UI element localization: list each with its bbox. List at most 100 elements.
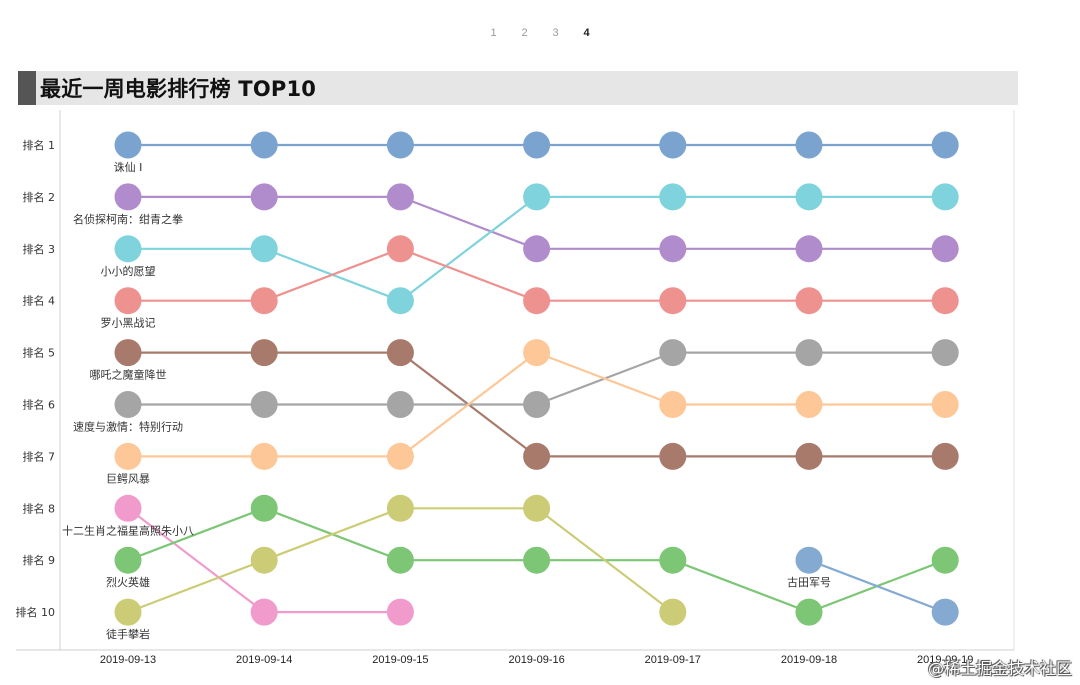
y-tick-label: 排名 8 [23,501,56,515]
data-point [250,391,278,418]
data-point [114,546,142,574]
data-point [114,494,142,522]
data-point [114,339,142,367]
series-line [808,559,946,614]
data-point [386,494,414,522]
pagination: 1 2 3 4 [0,27,1080,39]
data-point [250,494,278,522]
x-tick-label: 2019-09-15 [372,654,428,666]
data-point [659,183,687,211]
data-point [523,494,551,522]
page-link-2[interactable]: 2 [521,27,528,39]
data-point [795,391,823,418]
x-tick-label: 2019-09-16 [508,654,564,666]
data-point [250,287,278,315]
y-tick-label: 排名 1 [23,138,56,152]
y-tick-label: 排名 5 [23,346,56,360]
data-point [250,546,278,574]
data-point [114,183,142,211]
data-point [114,235,142,263]
data-point [250,442,278,470]
title-accent-bar [18,71,36,105]
data-point [250,339,278,367]
data-point [523,339,551,367]
data-point [523,183,551,211]
data-point [659,391,687,418]
data-point [250,183,278,211]
data-point [931,546,959,574]
y-tick-label: 排名 2 [23,190,56,204]
data-point [931,183,959,211]
data-point [386,391,414,418]
series-label: 古田军号 [787,576,831,589]
data-point [386,235,414,263]
x-tick-label: 2019-09-19 [917,654,973,666]
data-point [523,235,551,263]
data-point [523,287,551,315]
data-point [250,598,278,626]
series-label: 十二生肖之福星高照朱小八 [62,523,194,537]
series-label: 速度与激情：特别行动 [73,420,183,434]
data-point [931,131,959,159]
data-point [250,131,278,159]
data-point [386,183,414,211]
data-point [659,131,687,159]
data-point [931,598,959,626]
series-label: 徒手攀岩 [106,627,150,641]
data-point [659,442,687,470]
page-link-4[interactable]: 4 [583,27,590,39]
x-tick-label: 2019-09-13 [100,654,156,666]
y-tick-label: 排名 7 [23,449,56,463]
series-label: 烈火英雄 [106,575,150,589]
data-point [931,442,959,470]
series-label: 罗小黑战记 [101,317,156,330]
data-point [795,287,823,315]
data-point [931,339,959,367]
data-point [659,339,687,367]
data-point [931,235,959,263]
data-point [523,546,551,574]
data-point [795,235,823,263]
series-label: 哪吒之魔童降世 [90,368,167,382]
x-tick-label: 2019-09-18 [781,654,837,666]
series-label: 诛仙 Ⅰ [114,161,143,174]
y-tick-label: 排名 9 [23,553,56,567]
data-point [114,391,142,418]
y-tick-label: 排名 6 [23,398,56,412]
data-point [659,287,687,315]
data-point [795,546,823,574]
series-label: 名侦探柯南：绀青之拳 [73,212,183,226]
data-point [386,339,414,367]
data-point [795,598,823,626]
data-point [114,442,142,470]
data-point [386,131,414,159]
series-label: 小小的愿望 [101,264,156,278]
data-point [931,287,959,315]
x-tick-label: 2019-09-14 [236,654,292,666]
data-point [659,598,687,626]
data-point [386,598,414,626]
data-point [659,235,687,263]
data-point [659,546,687,574]
series-label: 巨鳄风暴 [106,471,150,485]
data-point [795,339,823,367]
data-point [523,391,551,418]
chart-title: 最近一周电影排行榜 TOP10 [40,77,317,101]
y-tick-label: 排名 4 [23,294,56,308]
y-tick-label: 排名 10 [16,605,56,619]
data-point [114,131,142,159]
page-link-3[interactable]: 3 [552,27,559,39]
data-point [523,442,551,470]
data-point [795,183,823,211]
x-tick-label: 2019-09-17 [645,654,701,666]
data-point [931,391,959,418]
data-point [114,598,142,626]
data-point [386,442,414,470]
data-point [386,287,414,315]
page-link-1[interactable]: 1 [490,27,497,39]
y-tick-label: 排名 3 [23,242,56,256]
watermark: @稀土掘金技术社区 [927,659,1072,678]
data-point [250,235,278,263]
data-point [795,131,823,159]
